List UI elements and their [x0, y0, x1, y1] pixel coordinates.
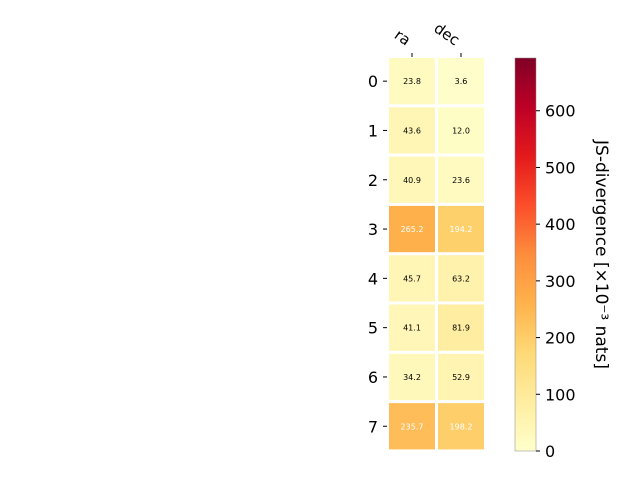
y-tick-label: 7 — [368, 417, 378, 436]
heatmap-cell-7-0 — [389, 403, 435, 450]
cell-value-label: 34.2 — [403, 373, 421, 382]
colorbar-tick-label: 100 — [545, 385, 576, 404]
cell-value-label: 63.2 — [452, 274, 470, 283]
heatmap-cells: 23.8 3.6 43.6 12.0 40.9 23.6 265.2 194.2 45.7 63.… — [389, 58, 484, 450]
cell-value-label: 81.9 — [452, 324, 470, 333]
cell-value-label: 235.7 — [401, 422, 424, 431]
y-tick-label: 0 — [368, 72, 378, 91]
cell-value-label: 12.0 — [452, 126, 470, 135]
heatmap-cell-0-1 — [438, 58, 484, 105]
colorbar-label: JS-divergence [×10⁻³ nats] — [591, 139, 611, 369]
cell-value-label: 23.6 — [452, 176, 470, 185]
heatmap-cell-5-1 — [438, 304, 484, 351]
y-tick-label: 3 — [368, 220, 378, 239]
colorbar-tick-label: 0 — [545, 442, 555, 461]
y-tick-label: 5 — [368, 319, 378, 338]
heatmap-cell-6-0 — [389, 353, 435, 401]
colorbar-gradient — [514, 57, 537, 452]
cell-value-label: 265.2 — [401, 225, 424, 234]
x-tick-label: dec — [431, 19, 463, 49]
heatmap-cell-7-1 — [438, 403, 484, 450]
y-tick-label: 2 — [368, 171, 378, 190]
colorbar-tick-label: 400 — [545, 215, 576, 234]
cell-value-label: 40.9 — [403, 176, 421, 185]
cell-value-label: 45.7 — [403, 274, 421, 283]
heatmap-cell-3-0 — [389, 205, 435, 253]
cell-value-label: 43.6 — [403, 126, 421, 135]
colorbar: 0 100 200 300 400 500 600 JS-divergence [×10⁻³… — [514, 57, 611, 461]
heatmap-cell-1-0 — [389, 107, 435, 154]
cell-value-label: 41.1 — [403, 324, 421, 333]
x-tick-label: ra — [391, 26, 414, 50]
cell-value-label: 52.9 — [452, 373, 470, 382]
cell-value-label: 194.2 — [450, 225, 473, 234]
heatmap-cell-5-0 — [389, 304, 435, 351]
y-tick-label: 1 — [368, 121, 378, 140]
heatmap-cell-3-1 — [438, 205, 484, 253]
cell-value-label: 198.2 — [450, 422, 473, 431]
heatmap-cell-4-0 — [389, 255, 435, 302]
heatmap-cell-2-1 — [438, 156, 484, 203]
y-tick-label: 6 — [368, 368, 378, 387]
y-axis: 0 1 2 3 4 5 6 7 — [368, 72, 387, 436]
y-tick-label: 4 — [368, 269, 378, 288]
heatmap-cell-1-1 — [438, 107, 484, 154]
colorbar-tick-label: 600 — [545, 102, 576, 121]
cell-value-label: 3.6 — [455, 77, 468, 86]
cell-value-label: 23.8 — [403, 77, 421, 86]
colorbar-tick-label: 500 — [545, 158, 576, 177]
colorbar-tick-label: 300 — [545, 272, 576, 291]
heatmap-cell-0-0 — [389, 58, 435, 105]
heatmap-cell-4-1 — [438, 255, 484, 302]
x-axis: ra dec — [391, 19, 463, 57]
heatmap-cell-6-1 — [438, 353, 484, 401]
colorbar-ticks: 0 100 200 300 400 500 600 — [536, 102, 576, 461]
heatmap-cell-2-0 — [389, 156, 435, 203]
colorbar-tick-label: 200 — [545, 329, 576, 348]
